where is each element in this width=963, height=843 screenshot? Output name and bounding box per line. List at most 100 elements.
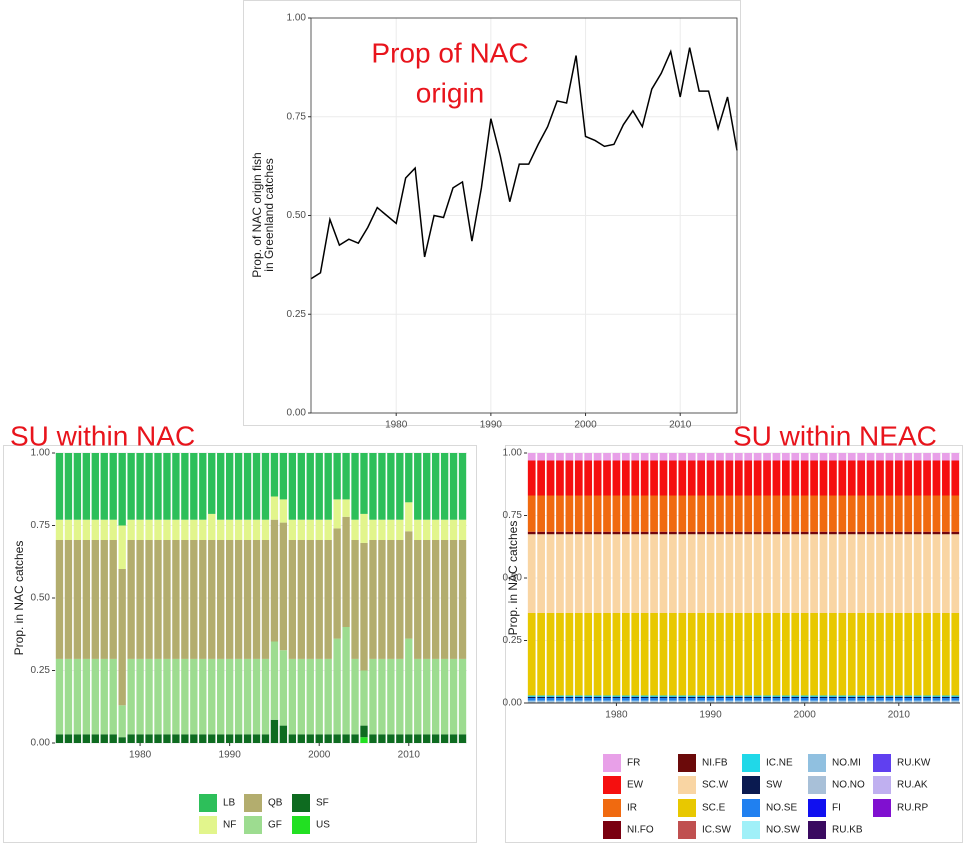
bar-segment	[118, 737, 126, 743]
bar-segment	[847, 701, 856, 703]
bar-segment	[697, 701, 706, 703]
bar-segment	[351, 658, 359, 735]
chart-title: SU within NEAC	[733, 420, 937, 451]
bar-segment	[621, 460, 630, 496]
bar-segment	[866, 533, 875, 535]
bar-segment	[876, 698, 884, 701]
bar-segment	[923, 701, 931, 703]
bar-segment	[838, 534, 847, 613]
bar-segment	[913, 698, 922, 701]
bar-segment	[650, 533, 658, 535]
bar-segment	[556, 453, 564, 461]
bar-segment	[225, 519, 234, 540]
bar-segment	[866, 695, 875, 697]
x-tick-label: 1990	[480, 420, 503, 431]
bar-segment	[593, 495, 602, 532]
bar-segment	[678, 460, 687, 496]
bar-segment	[847, 700, 856, 702]
bar-segment	[932, 533, 941, 535]
bar-segment	[725, 453, 734, 461]
bar-segment	[423, 540, 431, 659]
bar-segment	[100, 540, 108, 659]
x-tick-label: 1990	[699, 710, 722, 721]
bar-segment	[378, 734, 386, 743]
bar-segment	[537, 460, 545, 496]
y-tick-label: 0.75	[287, 111, 307, 122]
bar-segment	[640, 495, 649, 532]
bar-segment	[154, 658, 162, 735]
bar-segment	[781, 700, 790, 702]
bar-segment	[951, 533, 960, 535]
bar-segment	[73, 734, 82, 743]
bar-segment	[324, 658, 332, 735]
bar-segment	[546, 695, 555, 697]
bar-segment	[369, 453, 377, 520]
bar-segment	[838, 531, 847, 533]
bar-segment	[923, 613, 931, 696]
bar-segment	[324, 734, 332, 743]
x-tick-label: 2000	[308, 750, 331, 761]
bar-segment	[537, 698, 545, 701]
bar-segment	[791, 534, 800, 613]
bar-segment	[734, 533, 743, 535]
bar-segment	[687, 533, 696, 535]
bar-segment	[387, 658, 395, 735]
bar-segment	[772, 701, 781, 703]
bar-segment	[172, 540, 180, 659]
bar-segment	[631, 453, 640, 461]
bar-segment	[631, 701, 640, 703]
bar-segment	[725, 495, 734, 532]
bar-segment	[91, 734, 99, 743]
bar-segment	[669, 613, 677, 696]
bar-segment	[252, 453, 261, 520]
bar-segment	[565, 698, 574, 701]
bar-segment	[297, 519, 305, 540]
bar-segment	[527, 531, 536, 533]
bar-segment	[324, 540, 332, 659]
bar-segment	[631, 531, 640, 533]
bar-segment	[942, 698, 950, 701]
bar-segment	[556, 495, 564, 532]
bar-segment	[725, 696, 734, 698]
bar-segment	[565, 533, 574, 535]
bar-segment	[866, 495, 875, 532]
bar-segment	[876, 531, 884, 533]
legend-swatch	[742, 821, 760, 839]
bar-segment	[565, 453, 574, 461]
bar-segment	[297, 658, 305, 735]
bar-segment	[669, 698, 677, 701]
bar-segment	[876, 695, 884, 697]
bar-segment	[172, 734, 180, 743]
legend-label: IC.SW	[702, 825, 731, 836]
bar-segment	[904, 701, 913, 703]
bar-segment	[584, 696, 593, 698]
bar-segment	[810, 495, 818, 532]
bar-segment	[847, 533, 856, 535]
bar-segment	[838, 460, 847, 496]
bar-segment	[324, 453, 332, 520]
bar-segment	[527, 533, 536, 535]
bar-segment	[650, 700, 658, 702]
bar-segment	[546, 701, 555, 703]
bar-segment	[904, 534, 913, 613]
bar-segment	[838, 613, 847, 696]
bar-segment	[631, 460, 640, 496]
bar-segment	[217, 658, 225, 735]
x-tick-label: 1980	[605, 710, 628, 721]
bar-segment	[678, 613, 687, 696]
bar-segment	[763, 534, 771, 613]
bar-segment	[556, 613, 564, 696]
bar-segment	[190, 540, 198, 659]
bar-segment	[659, 495, 668, 532]
bar-segment	[431, 540, 440, 659]
bar-segment	[556, 700, 564, 702]
bar-segment	[360, 670, 368, 726]
bar-segment	[315, 734, 323, 743]
bar-segment	[706, 495, 715, 532]
bar-segment	[669, 696, 677, 698]
bar-segment	[279, 522, 288, 651]
bar-segment	[55, 519, 64, 540]
bar-segment	[659, 700, 668, 702]
bar-segment	[100, 519, 108, 540]
y-tick-label: 0.25	[503, 635, 523, 646]
